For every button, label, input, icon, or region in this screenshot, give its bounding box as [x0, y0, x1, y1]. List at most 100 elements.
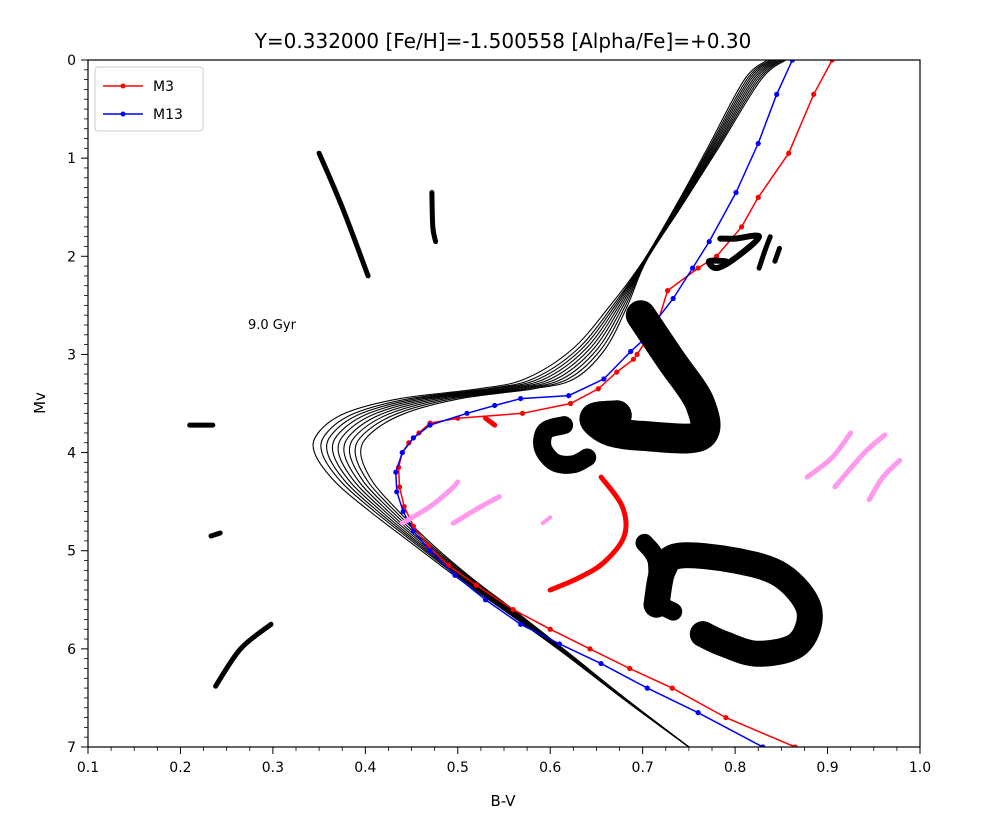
series-point-m3	[811, 91, 817, 97]
y-tick-label: 3	[67, 347, 76, 363]
series-point-m3	[595, 386, 601, 392]
scribble-stroke	[772, 245, 782, 264]
x-tick-label: 0.9	[816, 760, 838, 776]
series-point-m3	[738, 224, 745, 230]
series-point-m3	[723, 714, 729, 721]
series-point-m13	[598, 660, 604, 667]
series-point-m13	[427, 422, 433, 428]
x-tick-label: 0.1	[77, 760, 99, 776]
x-tick-label: 0.8	[724, 760, 746, 776]
x-tick-label: 0.5	[447, 760, 469, 776]
series-point-m13	[410, 528, 417, 534]
y-axis-label: Mv	[31, 392, 49, 414]
isochrone-line	[348, 60, 782, 747]
y-axis: 0 1 2 3 4 5 6 7	[67, 53, 88, 756]
scribble-stroke	[540, 515, 553, 526]
scribble-stroke	[705, 232, 763, 272]
series-point-m13	[464, 410, 470, 416]
series-point-m3	[755, 194, 761, 200]
series-point-m13	[755, 140, 761, 147]
series-point-m3	[519, 410, 526, 416]
series-point-m13	[492, 402, 498, 409]
legend-label-m3: M3	[153, 79, 174, 95]
series-point-m13	[518, 395, 524, 402]
series-point-m13	[410, 435, 417, 441]
series-point-m3	[714, 253, 720, 259]
scribble-stroke	[635, 533, 683, 621]
isochrone-line	[312, 60, 768, 747]
chart-title: Y=0.332000 [Fe/H]=-1.500558 [Alpha/Fe]=+…	[254, 29, 752, 53]
x-tick-label: 0.6	[539, 760, 561, 776]
overlay-scribbles	[187, 150, 903, 689]
series-point-m3	[634, 351, 640, 358]
scribble-stroke	[399, 479, 461, 526]
series-point-m3	[695, 265, 701, 271]
x-tick-label: 0.4	[354, 760, 376, 776]
y-tick-label: 1	[67, 151, 76, 167]
series-point-m13	[760, 744, 766, 747]
series-point-m3	[510, 607, 516, 613]
scribble-stroke	[213, 621, 274, 689]
series-point-m3	[473, 582, 479, 588]
series-point-m13	[482, 597, 489, 603]
age-annotation: 9.0 Gyr	[248, 318, 297, 333]
series-point-m13	[789, 60, 796, 63]
y-tick-label: 2	[67, 249, 76, 265]
scribble-stroke	[208, 530, 223, 539]
scribble-stroke	[450, 494, 502, 526]
series-point-m13	[628, 348, 634, 355]
isochrones	[312, 60, 787, 747]
legend-label-m13: M13	[153, 107, 183, 123]
x-axis: 0.1 0.2 0.3 0.4 0.5 0.6 0.7 0.8 0.9 1.0	[77, 747, 931, 776]
legend-marker-m3	[120, 83, 126, 89]
x-tick-label: 1.0	[909, 760, 931, 776]
y-tick-label: 5	[67, 544, 76, 560]
series-point-m13	[394, 489, 400, 495]
series-point-m13	[670, 295, 676, 302]
legend: M3 M13	[94, 66, 204, 132]
scribble-stroke	[804, 430, 854, 480]
scribble-stroke	[547, 474, 629, 593]
series-point-m3	[547, 626, 553, 632]
scribble-stroke	[643, 542, 823, 667]
scribble-stroke	[832, 432, 888, 490]
series-point-m3	[627, 665, 633, 672]
legend-marker-m13	[120, 111, 126, 117]
scribble-stroke	[483, 415, 498, 428]
series-point-m13	[399, 449, 405, 456]
y-tick-label: 7	[67, 740, 76, 756]
series-point-m13	[695, 710, 701, 716]
series-point-m13	[427, 548, 433, 554]
y-tick-label: 6	[67, 642, 76, 658]
x-tick-label: 0.3	[262, 760, 284, 776]
series-point-m3	[669, 685, 675, 691]
legend-box	[94, 66, 204, 132]
series-point-m13	[706, 238, 712, 245]
series-point-m3	[829, 60, 835, 63]
y-tick-label: 4	[67, 446, 76, 462]
series-point-m13	[689, 265, 696, 271]
scribble-stroke	[579, 300, 721, 454]
series-point-m3	[587, 646, 593, 652]
scribble-stroke	[756, 234, 773, 271]
x-tick-label: 0.2	[169, 760, 191, 776]
series-point-m3	[401, 503, 407, 510]
series-point-m3	[792, 744, 798, 747]
series-point-m3	[396, 484, 403, 490]
series-point-m13	[644, 685, 650, 691]
y-tick-label: 0	[67, 53, 76, 69]
series-point-m3	[567, 400, 574, 407]
scribble-stroke	[429, 190, 439, 245]
series-point-m13	[566, 393, 572, 399]
series-point-m13	[774, 91, 780, 97]
x-tick-label: 0.7	[632, 760, 654, 776]
series-point-m3	[665, 288, 671, 294]
series-point-m13	[393, 469, 399, 475]
series-point-m13	[518, 621, 524, 627]
series-point-m3	[786, 150, 792, 156]
x-axis-label: B-V	[490, 792, 516, 810]
scribble-stroke	[866, 457, 903, 503]
scribble-stroke	[533, 416, 597, 474]
